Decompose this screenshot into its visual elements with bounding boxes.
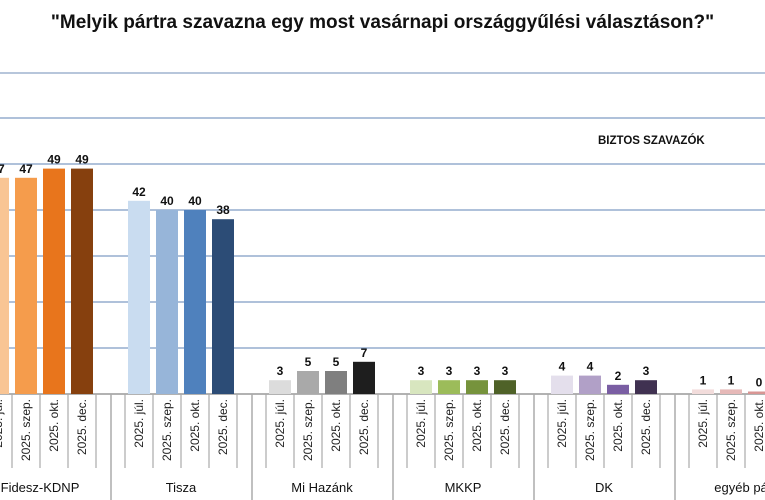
group-label: Tisza — [166, 480, 197, 495]
data-label: 3 — [502, 364, 509, 378]
data-label: 47 — [0, 162, 5, 176]
group-label: Mi Hazánk — [291, 480, 353, 495]
tick-label: 2025. szep. — [583, 399, 597, 461]
tick-label: 2025. okt. — [752, 399, 765, 452]
bar — [325, 371, 347, 394]
data-label: 3 — [643, 364, 650, 378]
tick-label: 2025. okt. — [329, 399, 343, 452]
data-label: 40 — [188, 194, 202, 208]
bar — [15, 177, 37, 394]
bar — [156, 210, 178, 394]
chart-annotation: BIZTOS SZAVAZÓK — [598, 135, 705, 147]
bar — [184, 210, 206, 394]
tick-label: 2025. szep. — [301, 399, 315, 461]
data-label: 40 — [160, 194, 174, 208]
group-label: MKKP — [445, 480, 482, 495]
data-label: 5 — [305, 355, 312, 369]
bar — [494, 380, 516, 394]
tick-label: 2025. júl. — [414, 399, 428, 448]
data-label: 4 — [559, 360, 566, 374]
tick-label: 2025. dec. — [357, 399, 371, 455]
group-label: Fidesz-KDNP — [1, 480, 80, 495]
tick-label: 2025. szep. — [160, 399, 174, 461]
bar — [128, 200, 150, 394]
bar — [748, 391, 765, 394]
bar — [579, 375, 601, 394]
tick-label: 2025. júl. — [132, 399, 146, 448]
bar — [410, 380, 432, 394]
tick-label: 2025. szep. — [19, 399, 33, 461]
data-label: 1 — [728, 373, 735, 387]
tick-label: 2025. okt. — [611, 399, 625, 452]
data-label: 7 — [361, 346, 368, 360]
data-label: 3 — [418, 364, 425, 378]
group-label: egyéb párt — [714, 480, 765, 495]
bar — [466, 380, 488, 394]
bar — [297, 371, 319, 394]
bar — [71, 168, 93, 394]
tick-label: 2025. júl. — [273, 399, 287, 448]
tick-label: 2025. júl. — [696, 399, 710, 448]
tick-label: 2025. dec. — [75, 399, 89, 455]
bar — [551, 375, 573, 394]
bar — [720, 389, 742, 394]
tick-label: 2025. dec. — [498, 399, 512, 455]
bar — [438, 380, 460, 394]
data-label: 1 — [700, 373, 707, 387]
tick-label: 2025. dec. — [639, 399, 653, 455]
group-label: DK — [595, 480, 613, 495]
tick-label: 2025. júl. — [0, 399, 5, 448]
data-label: 49 — [47, 153, 61, 167]
data-label: 2 — [615, 369, 622, 383]
data-label: 49 — [75, 153, 89, 167]
data-label: 38 — [216, 203, 230, 217]
tick-label: 2025. dec. — [216, 399, 230, 455]
tick-label: 2025. júl. — [555, 399, 569, 448]
tick-label: 2025. szep. — [724, 399, 738, 461]
bar — [0, 177, 9, 394]
data-label: 4 — [587, 360, 594, 374]
bar — [43, 168, 65, 394]
tick-label: 2025. okt. — [188, 399, 202, 452]
data-label: 3 — [446, 364, 453, 378]
bar — [635, 380, 657, 394]
bar — [607, 384, 629, 394]
bar — [269, 380, 291, 394]
data-label: 5 — [333, 355, 340, 369]
bar — [353, 361, 375, 394]
tick-label: 2025. szep. — [442, 399, 456, 461]
data-label: 3 — [277, 364, 284, 378]
data-label: 0 — [756, 376, 763, 390]
tick-label: 2025. okt. — [47, 399, 61, 452]
chart-title: "Melyik pártra szavazna egy most vasárna… — [50, 12, 715, 33]
tick-label: 2025. okt. — [470, 399, 484, 452]
bar — [692, 389, 714, 394]
bar — [212, 219, 234, 394]
data-label: 3 — [474, 364, 481, 378]
data-label: 42 — [132, 185, 146, 199]
data-label: 47 — [19, 162, 33, 176]
